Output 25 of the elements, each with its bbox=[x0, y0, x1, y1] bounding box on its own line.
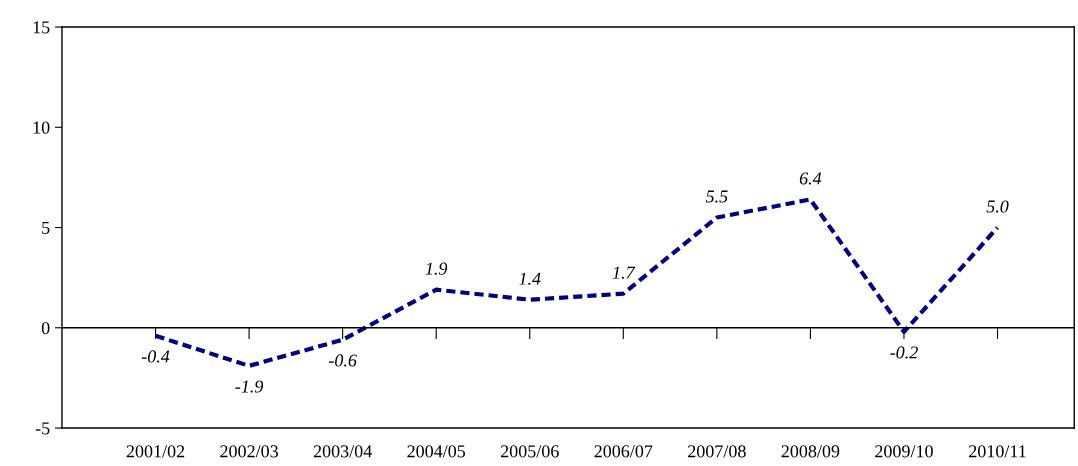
x-tick-label: 2002/03 bbox=[220, 445, 278, 458]
text: 6.4 bbox=[799, 172, 822, 185]
text: 1.9 bbox=[425, 262, 448, 275]
x-tick-label: 2006/07 bbox=[594, 445, 653, 458]
text: -0.6 bbox=[329, 354, 357, 367]
x-tick-label: 2007/08 bbox=[688, 445, 746, 458]
x-tick-label: 2004/05 bbox=[407, 445, 466, 458]
text: 5.5 bbox=[705, 190, 728, 203]
text: 1.7 bbox=[612, 266, 636, 279]
y-tick-label: -5 bbox=[35, 422, 50, 435]
y-tick-label: 5 bbox=[42, 221, 50, 234]
x-tick-label: 2003/04 bbox=[313, 445, 372, 458]
x-tick-label: 2009/10 bbox=[875, 445, 933, 458]
x-tick-label: 2008/09 bbox=[781, 445, 840, 458]
text: -0.2 bbox=[890, 346, 918, 359]
text: 1.4 bbox=[519, 272, 541, 285]
y-tick-label: 10 bbox=[33, 121, 50, 134]
text: -1.9 bbox=[235, 380, 264, 393]
x-tick-label: 2005/06 bbox=[500, 445, 559, 458]
text: 5.0 bbox=[986, 200, 1009, 213]
text: -0.4 bbox=[141, 350, 170, 363]
x-tick-label: 2001/02 bbox=[126, 445, 185, 458]
x-tick-label: 2010/11 bbox=[969, 445, 1026, 458]
y-tick-label: 15 bbox=[33, 21, 50, 34]
y-tick-label: 0 bbox=[41, 322, 50, 335]
